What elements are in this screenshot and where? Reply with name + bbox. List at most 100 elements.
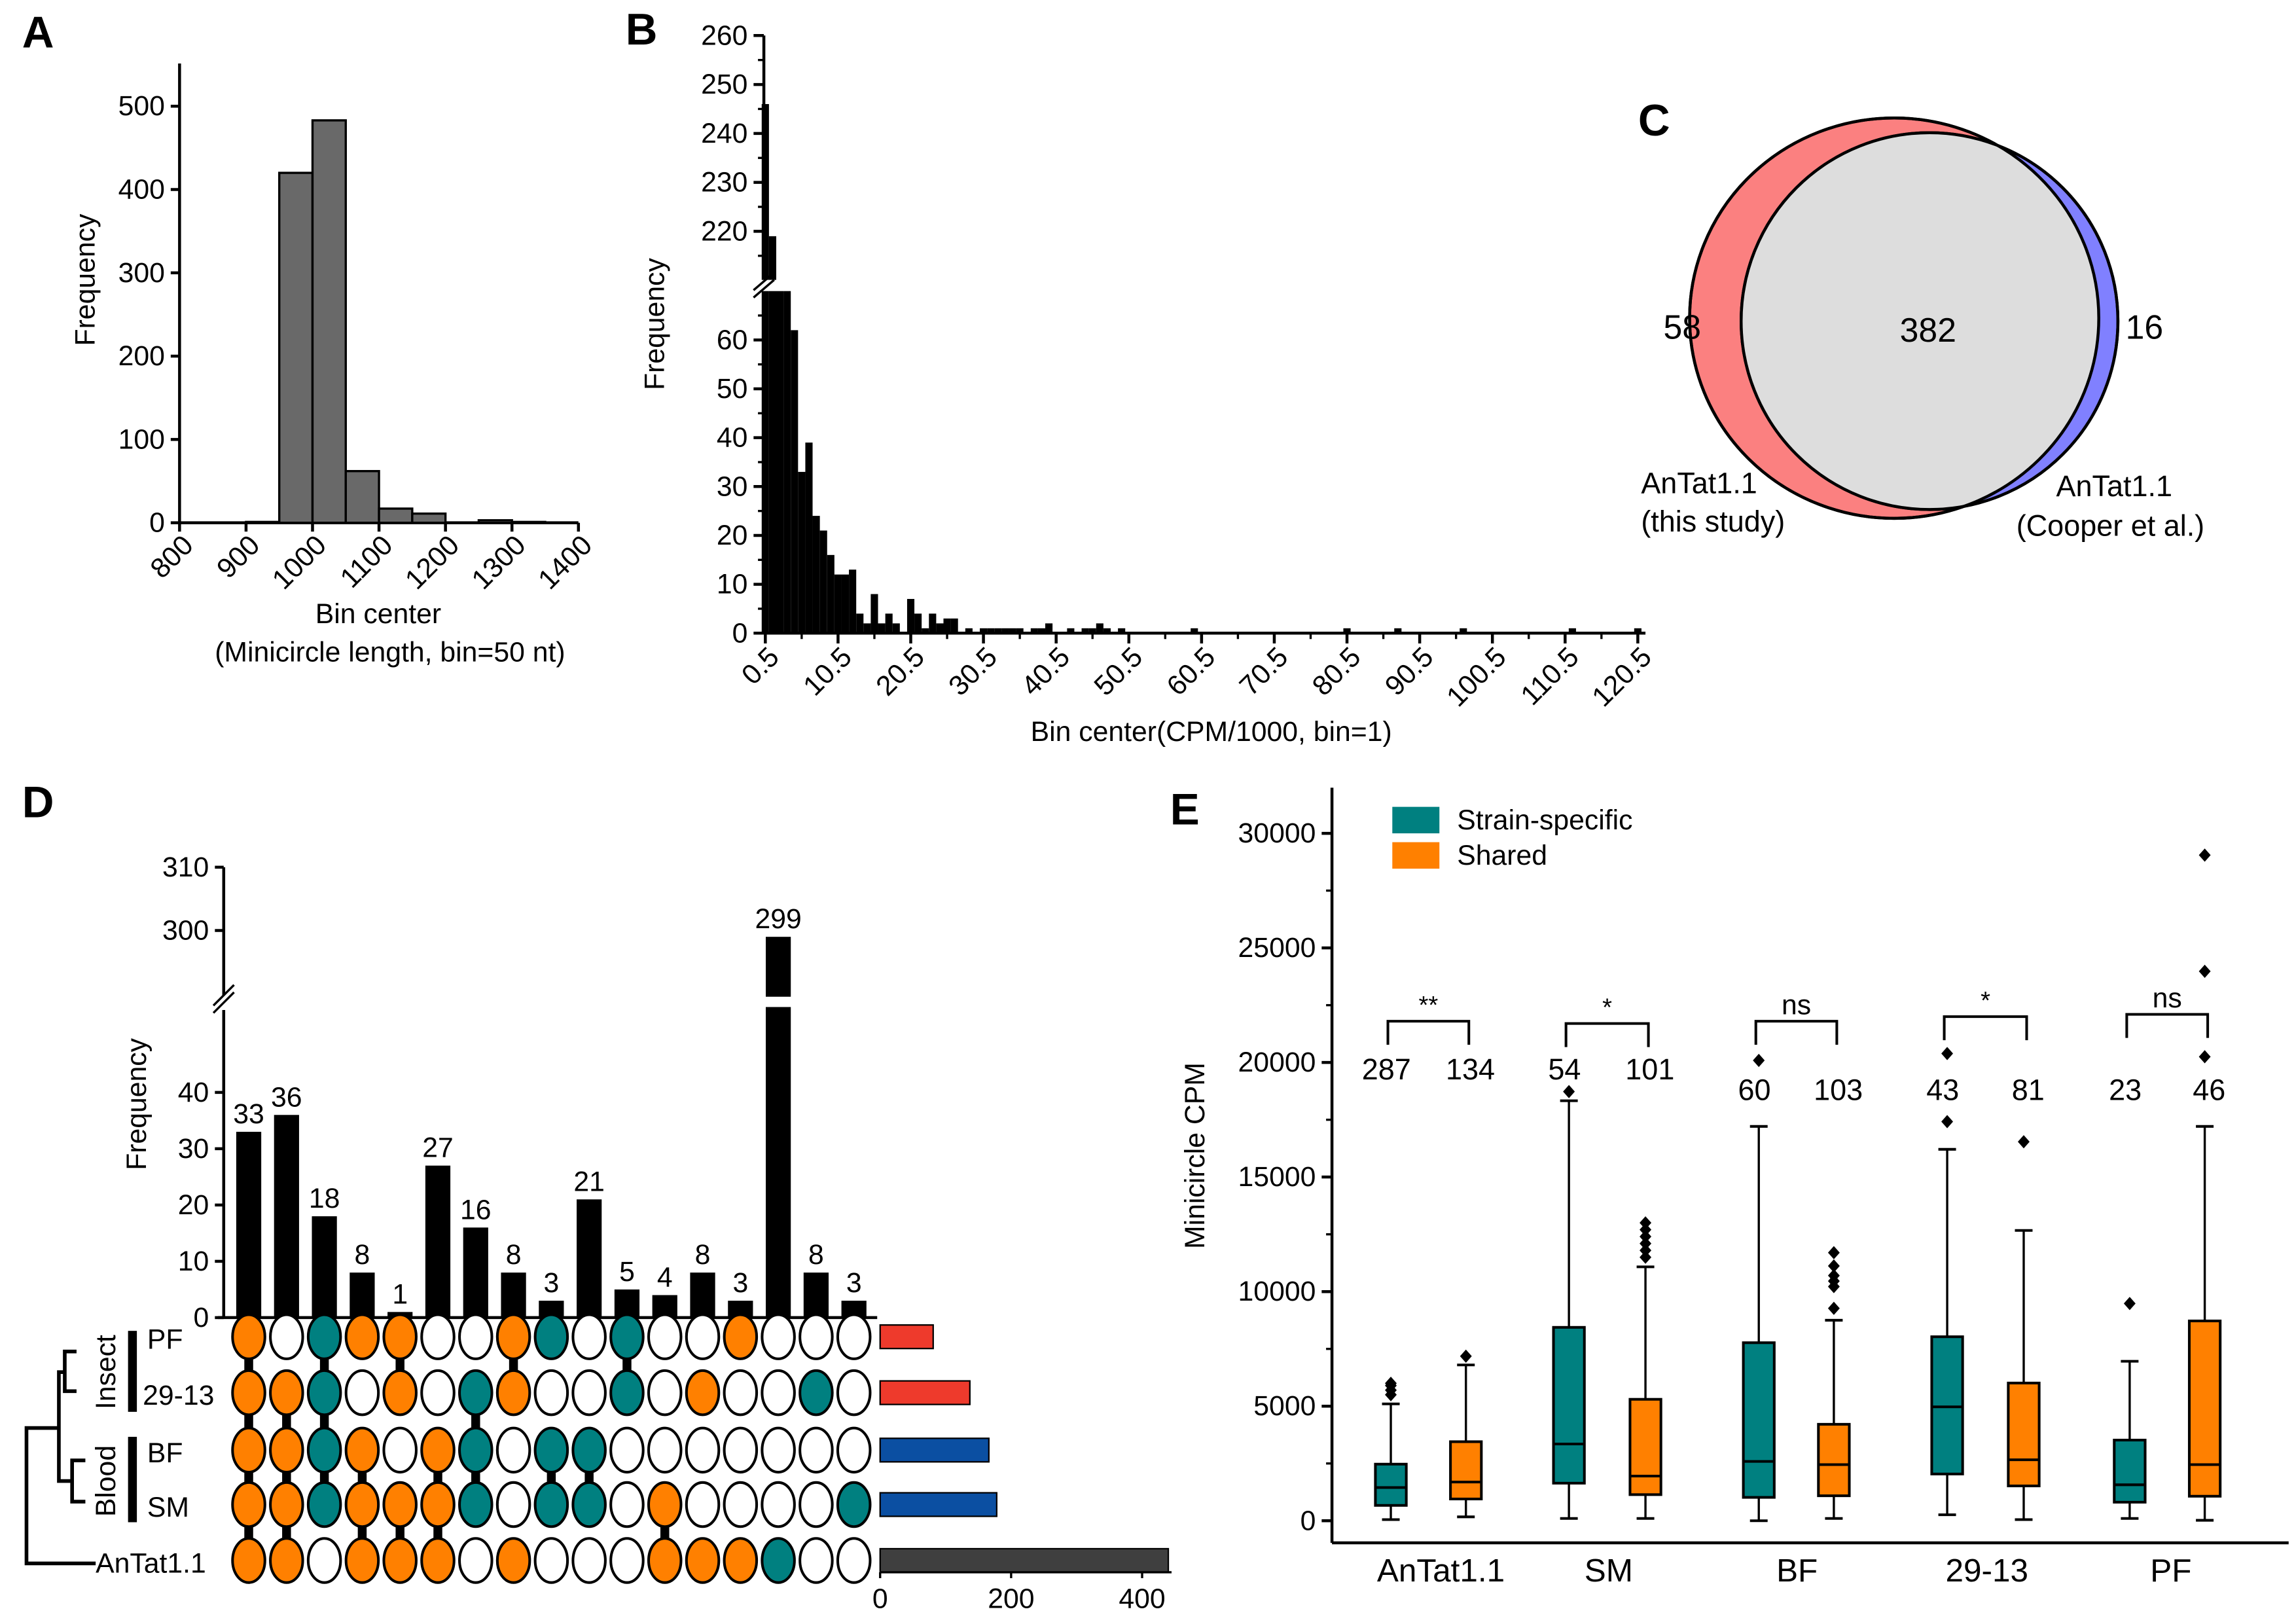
histogram-bar [922, 628, 929, 634]
significance-label: * [1602, 993, 1612, 1021]
intersection-bar-label: 299 [755, 903, 801, 935]
y-axis-label: Frequency [639, 258, 671, 390]
y-axis-label: Minicircle CPM [1179, 1062, 1211, 1249]
intersection-bar [690, 1272, 715, 1318]
significance-label: ** [1419, 991, 1439, 1019]
matrix-dot [420, 1426, 456, 1474]
histogram-bar [311, 119, 347, 524]
outlier-point [2198, 848, 2211, 862]
outlier-point [1941, 1047, 1954, 1060]
matrix-dot [269, 1481, 304, 1528]
significance-label: * [1981, 986, 1990, 1015]
histogram-bar [819, 530, 827, 634]
venn-outline [1739, 131, 2120, 511]
y-tick-label: 40 [717, 422, 748, 454]
outlier-point [1827, 1269, 1840, 1282]
x-tick-label: 1000 [266, 530, 332, 596]
y-tick-label: 400 [118, 174, 165, 206]
set-size-bar [879, 1380, 971, 1405]
histogram-bar [827, 554, 834, 634]
count-label: 81 [2012, 1074, 2045, 1107]
matrix-dot [420, 1369, 456, 1416]
matrix-dot [344, 1481, 380, 1528]
set-label: SM [147, 1492, 189, 1523]
intersection-bar-label: 1 [392, 1278, 408, 1310]
matrix-dot [609, 1481, 645, 1528]
histogram-bar [987, 628, 995, 634]
significance-bracket [1564, 1022, 1650, 1047]
venn-left-count: 58 [1664, 308, 1702, 346]
intersection-bar-label: 5 [619, 1256, 635, 1288]
matrix-dot [761, 1426, 796, 1474]
box [1930, 1335, 1964, 1475]
x-tick-label: 120.5 [1586, 641, 1658, 713]
histogram-bar [378, 507, 414, 524]
matrix-dot [231, 1426, 266, 1474]
matrix-dot [495, 1369, 531, 1416]
set-size-tick-label: 400 [1119, 1583, 1165, 1614]
matrix-dot [798, 1313, 834, 1360]
y-tick-label: 10 [178, 1246, 209, 1277]
histogram-bar [344, 470, 380, 524]
matrix-dot [344, 1426, 380, 1474]
intersection-bar-label: 16 [460, 1194, 492, 1225]
matrix-dot [231, 1313, 266, 1360]
significance-label: ns [1782, 989, 1811, 1020]
matrix-dot [836, 1481, 872, 1528]
venn-outline [1688, 116, 2100, 520]
matrix-dot [571, 1481, 607, 1528]
matrix-dot [420, 1481, 456, 1528]
histogram-bar-upper [761, 103, 769, 280]
histogram-bar [906, 599, 915, 634]
y-tick-label: 10000 [1238, 1276, 1316, 1307]
count-label: 46 [2193, 1074, 2225, 1107]
intersection-bar-label: 8 [695, 1239, 711, 1271]
set-label: BF [147, 1437, 183, 1469]
matrix-dot [306, 1481, 342, 1528]
group-bar-blood [128, 1437, 137, 1523]
box [2007, 1381, 2041, 1488]
count-label: 54 [1548, 1053, 1581, 1086]
matrix-dot [647, 1369, 683, 1416]
x-tick-label: 30.5 [942, 641, 1003, 702]
y-tick-label: 50 [717, 373, 748, 405]
set-label: 29-13 [143, 1380, 214, 1411]
matrix-dot [685, 1369, 721, 1416]
y-tick-label: 200 [118, 340, 165, 372]
count-label: 60 [1738, 1074, 1770, 1107]
intersection-bar [312, 1216, 337, 1318]
box [2113, 1439, 2147, 1504]
y-tick-label: 40 [178, 1077, 209, 1108]
count-label: 23 [2109, 1074, 2142, 1107]
y-tick-label: 15000 [1238, 1161, 1316, 1193]
y-tick-label: 20000 [1238, 1047, 1316, 1078]
x-tick-label: 20.5 [870, 641, 931, 702]
matrix-dot [609, 1426, 645, 1474]
y-tick-label: 100 [118, 424, 165, 455]
outlier-point [2123, 1297, 2136, 1310]
group-label-blood: Blood [90, 1445, 122, 1517]
y-tick-label: 250 [701, 69, 747, 100]
intersection-bar [766, 1007, 791, 1318]
matrix-dot [798, 1481, 834, 1528]
count-label: 101 [1625, 1053, 1674, 1086]
outlier-point [1827, 1301, 1840, 1315]
matrix-dot [533, 1481, 569, 1528]
matrix-dot [609, 1313, 645, 1360]
matrix-dot [685, 1481, 721, 1528]
venn-overlap [1741, 132, 2099, 510]
matrix-dot [231, 1537, 266, 1584]
significance-bracket [1943, 1015, 2028, 1041]
y-tick-label: 5000 [1253, 1390, 1316, 1422]
intersection-bar-label: 8 [808, 1239, 824, 1271]
group-label-insect: Insect [90, 1335, 122, 1409]
venn-right-label: AnTat1.1 [2056, 469, 2172, 503]
intersection-bar [614, 1289, 640, 1318]
histogram-bar [914, 613, 922, 634]
matrix-dot [382, 1313, 418, 1360]
histogram-bar [805, 442, 813, 634]
matrix-dot [495, 1481, 531, 1528]
matrix-dot [685, 1313, 721, 1360]
matrix-dot [571, 1426, 607, 1474]
histogram-bar [1016, 628, 1024, 634]
